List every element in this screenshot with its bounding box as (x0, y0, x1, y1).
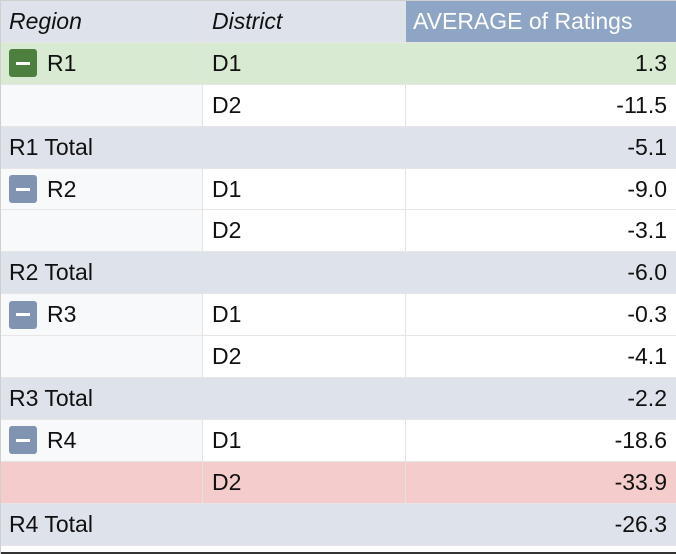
region-label: R2 (47, 175, 77, 202)
region-total-row: R2 Total -6.0 (1, 252, 676, 295)
region-cell[interactable] (1, 210, 203, 253)
total-value-cell[interactable]: -6.0 (406, 252, 676, 295)
value-cell[interactable]: -11.5 (406, 84, 676, 127)
region-label: R1 (47, 49, 77, 76)
minus-icon (16, 438, 30, 442)
average-ratings-column-header[interactable]: AVERAGE of Ratings (406, 1, 676, 43)
total-value-cell[interactable]: -2.2 (406, 378, 676, 420)
district-cell[interactable]: D2 (203, 461, 406, 504)
region-cell[interactable] (1, 461, 203, 504)
total-label-cell[interactable]: R3 Total (1, 378, 203, 420)
district-cell[interactable]: D2 (203, 84, 406, 127)
total-value-cell[interactable]: -26.3 (406, 503, 676, 546)
region-total-row: R3 Total -2.2 (1, 378, 676, 420)
district-column-header[interactable]: District (203, 1, 406, 43)
value-cell[interactable]: -4.1 (406, 336, 676, 379)
region-cell[interactable]: R2 (1, 168, 203, 211)
table-row: D2 -11.5 (1, 84, 676, 127)
value-cell[interactable]: -3.1 (406, 210, 676, 253)
collapse-toggle-button[interactable] (9, 175, 37, 203)
value-cell[interactable]: -0.3 (406, 294, 676, 337)
value-cell[interactable]: 1.3 (406, 42, 676, 85)
table-row: R1 D1 1.3 (1, 42, 676, 85)
total-empty-cell[interactable] (203, 503, 406, 546)
collapse-toggle-button[interactable] (9, 426, 37, 455)
minus-icon (16, 61, 30, 65)
table-row: R3 D1 -0.3 (1, 294, 676, 337)
district-cell[interactable]: D1 (203, 168, 406, 211)
collapse-toggle-button[interactable] (9, 300, 37, 329)
region-total-row: R4 Total -26.3 (1, 503, 676, 546)
bottom-border (1, 552, 676, 554)
region-cell[interactable]: R3 (1, 294, 203, 337)
total-value-cell[interactable]: -5.1 (406, 126, 676, 169)
region-column-header[interactable]: Region (1, 1, 203, 43)
table-row: D2 -3.1 (1, 210, 676, 253)
value-cell[interactable]: -9.0 (406, 168, 676, 211)
district-cell[interactable]: D2 (203, 210, 406, 253)
table-row: R2 D1 -9.0 (1, 168, 676, 211)
region-label: R3 (47, 301, 77, 328)
district-cell[interactable]: D1 (203, 294, 406, 337)
table-row: D2 -33.9 (1, 461, 676, 504)
total-empty-cell[interactable] (203, 378, 406, 420)
region-cell[interactable] (1, 336, 203, 379)
region-cell[interactable]: R1 (1, 42, 203, 85)
value-cell[interactable]: -33.9 (406, 461, 676, 504)
value-cell[interactable]: -18.6 (406, 419, 676, 462)
minus-icon (16, 187, 30, 191)
region-cell[interactable] (1, 84, 203, 127)
pivot-header-row: Region District AVERAGE of Ratings (1, 1, 676, 43)
table-row: R4 D1 -18.6 (1, 419, 676, 462)
total-empty-cell[interactable] (203, 126, 406, 169)
region-label: R4 (47, 426, 77, 453)
total-label-cell[interactable]: R1 Total (1, 126, 203, 169)
region-total-row: R1 Total -5.1 (1, 126, 676, 169)
total-label-cell[interactable]: R4 Total (1, 503, 203, 546)
total-empty-cell[interactable] (203, 252, 406, 295)
table-row: D2 -4.1 (1, 336, 676, 379)
total-label-cell[interactable]: R2 Total (1, 252, 203, 295)
collapse-toggle-button[interactable] (9, 49, 37, 78)
minus-icon (16, 313, 30, 317)
region-cell[interactable]: R4 (1, 419, 203, 462)
district-cell[interactable]: D2 (203, 336, 406, 379)
district-cell[interactable]: D1 (203, 419, 406, 462)
district-cell[interactable]: D1 (203, 42, 406, 85)
